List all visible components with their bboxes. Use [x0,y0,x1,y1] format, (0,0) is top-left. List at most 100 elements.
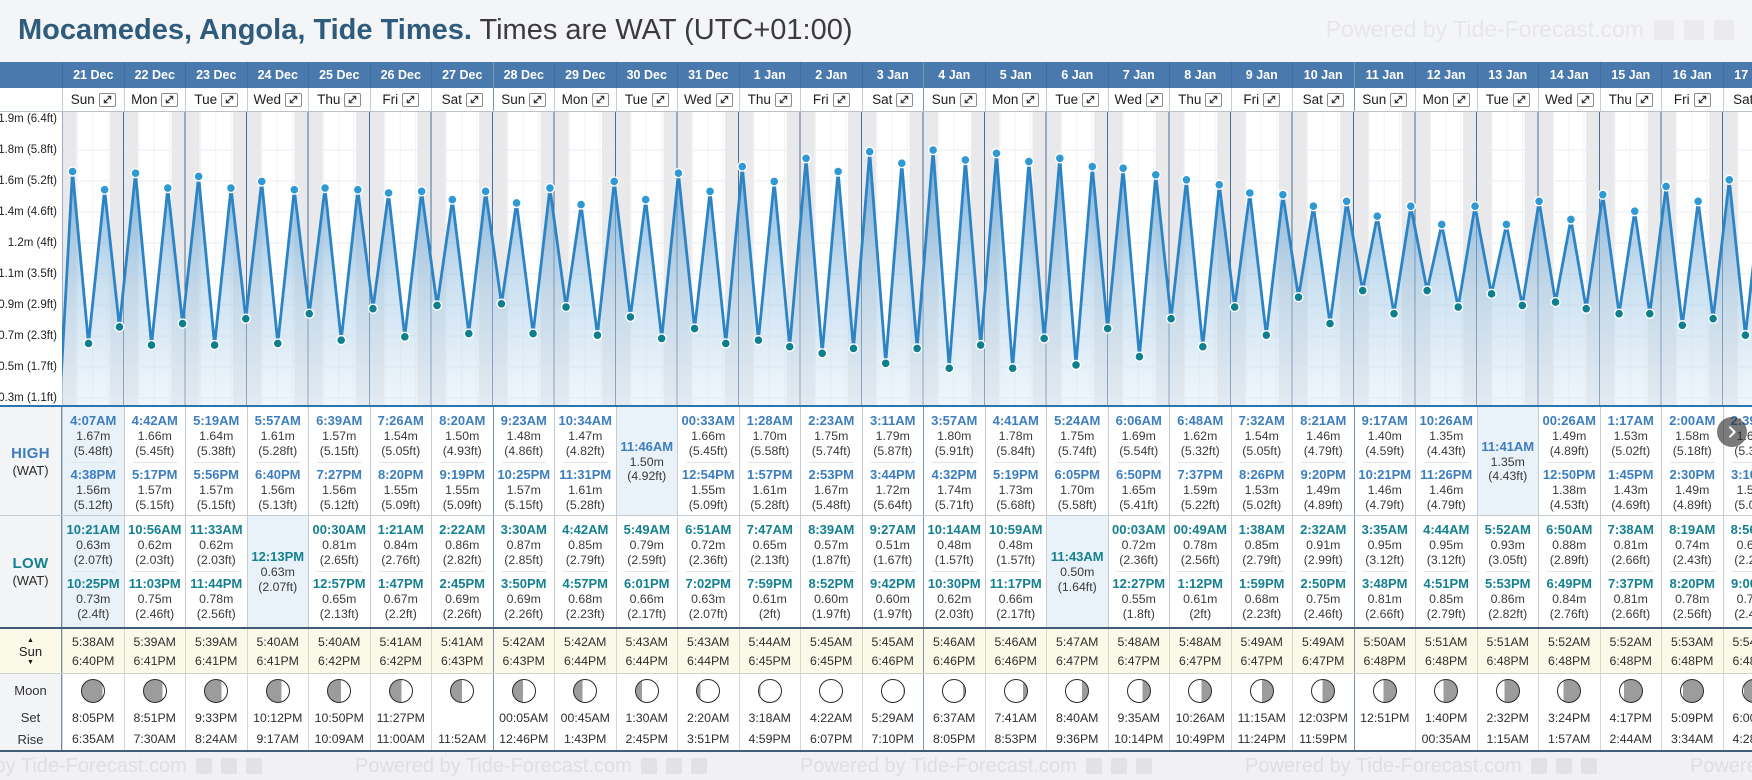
high-tide-entry: 5:17PM 1.57m (5.15ft) [125,464,186,515]
expand-day-button[interactable] [591,92,609,107]
expand-day-button[interactable] [1146,92,1163,107]
low-tide-entry: 2:32AM 0.91m (2.99ft) [1293,519,1354,570]
day-cell: Sat [431,88,493,111]
axis-tick-label: 1.1m (3.5ft) [0,268,57,280]
tide-height-m: 0.78m [1675,592,1710,606]
moon-phase-icon [81,678,106,703]
low-tide-cell: 2:22AM 0.86m (2.82ft) 2:45PM 0.69m (2.26ft) [431,516,493,627]
weekday-label: Thu [1178,92,1202,107]
expand-day-button[interactable] [1635,92,1653,107]
moon-phase-icon [1126,678,1151,703]
tide-height-m: 1.38m [1552,483,1587,497]
page-title: Mocamedes, Angola, Tide Times. Times are… [0,0,1752,60]
tide-time: 1:12PM [1177,576,1224,591]
high-tide-cell: 00:33AM 1.66m (5.45ft) 12:54PM 1.55m (5.09ft) [677,407,739,515]
low-tide-entry: 12:27PM 0.55m (1.8ft) [1109,573,1170,624]
expand-day-button[interactable] [896,92,914,107]
moonrise-time: 11:52AM [431,729,493,750]
expand-day-button[interactable] [402,92,420,107]
moonrise-row: Rise 6:35AM 7:30AM 8:24AM 9:17AM 10:09AM 11:0… [0,729,1752,750]
sun-cell: 5:52AM 6:48PM [1599,629,1662,673]
sun-cell: 5:41AM 6:42PM [369,629,432,673]
sun-cell: 5:53AM 6:48PM [1661,629,1723,673]
expand-day-button[interactable] [1693,92,1711,107]
tide-time: 7:38AM [1607,522,1654,537]
expand-icon [837,95,845,104]
entry-divider [1178,462,1223,463]
tide-height-m: 1.69m [1121,429,1156,443]
high-tide-entry: 5:24AM 1.75m (5.74ft) [1047,410,1108,461]
expand-day-button[interactable] [1390,92,1408,107]
expand-day-button[interactable] [715,92,733,107]
moon-cell [984,674,1047,707]
tide-height-m: 0.62m [137,538,172,552]
expand-day-button[interactable] [285,92,302,107]
tide-time: 2:30PM [1669,467,1716,482]
tide-height-m: 0.79m [629,538,664,552]
low-tide-entry: 8:20PM 0.78m (2.56ft) [1662,573,1723,624]
tide-height-m: 1.67m [814,483,849,497]
tide-height-m: 1.56m [322,483,357,497]
date-cell: 21 Dec [62,62,124,88]
expand-day-button[interactable] [1022,92,1040,107]
moonrise-time: 1:15AM [1476,729,1539,750]
moonset-time: 8:40AM [1046,707,1108,729]
low-tide-cell: 3:35AM 0.95m (3.12ft) 3:48PM 0.81m (2.66ft) [1353,516,1416,627]
tide-height-ft: (2.13ft) [319,606,359,621]
tide-time: 3:57AM [931,413,978,428]
entry-divider [747,571,792,572]
entry-divider [1424,571,1469,572]
expand-day-button[interactable] [1205,92,1223,107]
expand-day-button[interactable] [465,92,483,107]
date-cell: 17 Jan [1722,62,1752,88]
sun-cell: 5:45AM 6:45PM [800,629,862,673]
day-cell: Thu [1169,88,1231,111]
expand-day-button[interactable] [1263,92,1281,107]
tide-height-ft: (5.58ft) [1057,497,1097,512]
tide-height-m: 0.68m [568,592,603,606]
expand-day-button[interactable] [1082,92,1100,107]
tide-time: 6:50PM [1115,467,1162,482]
tide-time: 6:49PM [1546,576,1593,591]
tide-height-m: 1.73m [998,483,1033,497]
moonset-time: 2:20AM [677,707,739,729]
expand-day-button[interactable] [529,92,547,107]
tide-time: 00:33AM [681,413,735,428]
entry-divider [378,462,423,463]
expand-day-button[interactable] [221,92,239,107]
expand-day-button[interactable] [832,92,850,107]
tide-height-ft: (2.4ft) [77,606,110,621]
tide-height-ft: (5.31ft) [1734,443,1752,458]
moonset-time: 00:05AM [492,707,555,729]
expand-day-button[interactable] [1512,92,1530,107]
expand-day-button[interactable] [1576,92,1594,107]
tide-height-m: 0.69m [445,592,480,606]
expand-day-button[interactable] [1452,92,1470,107]
entry-divider [1239,462,1284,463]
low-tide-entry: 1:47PM 0.67m (2.2ft) [371,573,432,624]
expand-day-button[interactable] [161,92,179,107]
sunset-time: 6:48PM [1671,654,1714,668]
low-tide-entry: 3:50PM 0.69m (2.26ft) [494,573,555,624]
expand-day-button[interactable] [344,92,362,107]
expand-day-button[interactable] [98,92,116,107]
tide-height-m: 0.86m [445,538,480,552]
tide-time: 6:48AM [1177,413,1224,428]
expand-icon [470,95,479,104]
tide-height-ft: (5.87ft) [873,443,913,458]
expand-day-button[interactable] [1326,92,1344,107]
low-tide-cell: 2:32AM 0.91m (2.99ft) 2:50PM 0.75m (2.46ft) [1292,516,1354,627]
expand-day-button[interactable] [774,92,792,107]
tide-time: 4:42AM [562,522,609,537]
tide-time: 5:56PM [193,467,240,482]
next-days-button[interactable] [1717,417,1747,447]
high-tide-cell: 00:26AM 1.49m (4.89ft) 12:50PM 1.38m (4.53ft) [1538,407,1600,515]
expand-day-button[interactable] [651,92,669,107]
expand-day-button[interactable] [959,92,977,107]
moonrise-time: 4:59PM [738,729,801,750]
moonrise-time: 1:43PM [554,729,616,750]
tide-height-m: 1.80m [937,429,972,443]
high-tide-entry: 6:50PM 1.65m (5.41ft) [1109,464,1170,515]
tide-height-ft: (2.07ft) [688,606,728,621]
sunrise-time: 5:45AM [871,635,914,649]
